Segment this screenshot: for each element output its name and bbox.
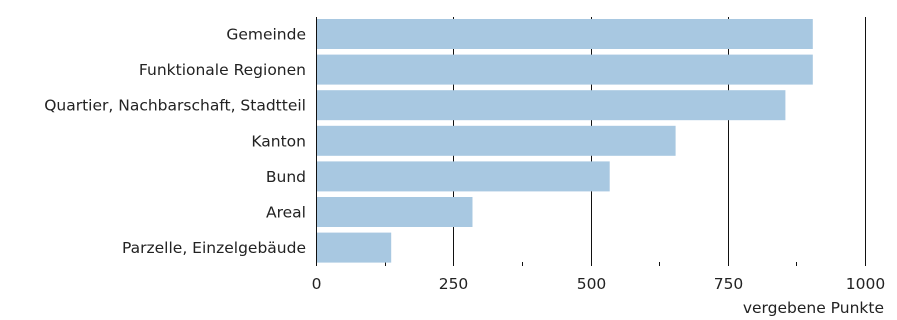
x-axis-title: vergebene Punkte — [743, 299, 884, 317]
x-tick-label: 250 — [439, 275, 469, 293]
bar-4 — [317, 161, 610, 192]
category-labels: Gemeinde Funktionale Regionen Quartier, Na… — [44, 26, 306, 258]
bar-6 — [317, 232, 392, 263]
category-label: Areal — [266, 204, 306, 222]
bar-2 — [317, 90, 786, 121]
x-tick-label: 0 — [312, 275, 322, 293]
x-tick-label: 500 — [577, 275, 607, 293]
x-tick-labels: 0 250 500 750 1000 — [312, 275, 886, 293]
category-label: Bund — [266, 168, 306, 186]
category-label: Quartier, Nachbarschaft, Stadtteil — [44, 97, 306, 115]
x-tick-label: 750 — [714, 275, 744, 293]
bars — [317, 19, 813, 263]
category-label: Gemeinde — [226, 26, 306, 44]
category-label: Parzelle, Einzelgebäude — [122, 239, 306, 257]
bar-1 — [317, 54, 813, 85]
category-label: Funktionale Regionen — [139, 61, 306, 79]
bar-5 — [317, 197, 473, 227]
category-label: Kanton — [251, 132, 306, 150]
x-tick-label: 1000 — [846, 275, 885, 293]
bar-3 — [317, 125, 676, 156]
bar-0 — [317, 19, 813, 49]
